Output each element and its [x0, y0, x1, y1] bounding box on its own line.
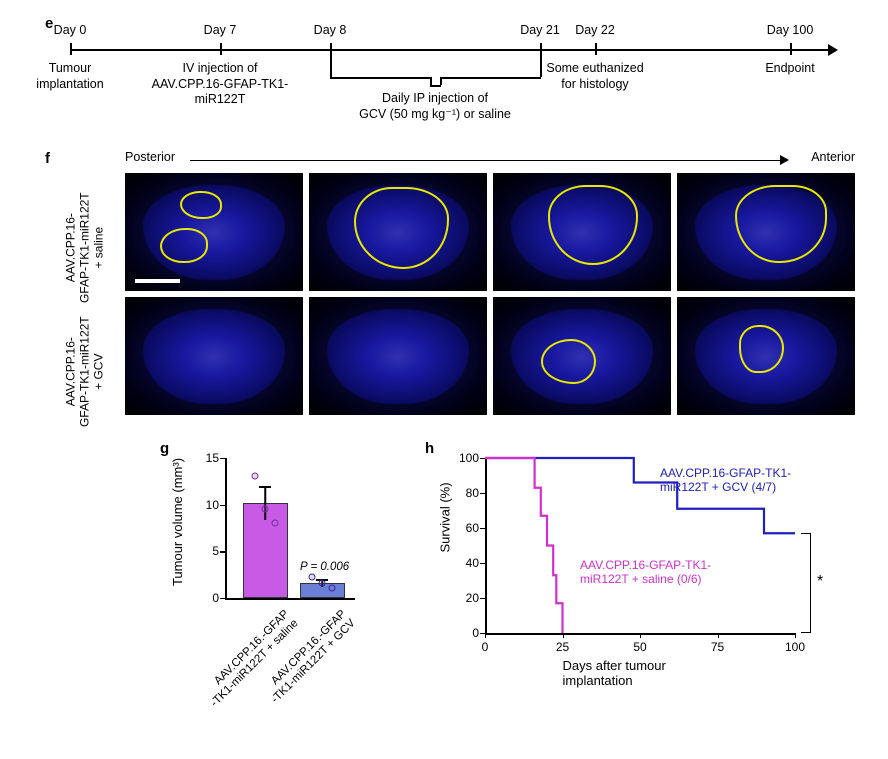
brain-grid: [125, 173, 855, 421]
posterior-anterior-arrowhead: [780, 155, 789, 165]
data-point: [272, 520, 279, 527]
brain-section-image: [309, 297, 487, 415]
timeline-day-label: Day 100: [767, 23, 814, 37]
x-tick-label: 0: [482, 640, 489, 654]
brain-section-image: [125, 297, 303, 415]
anterior-label: Anterior: [811, 150, 855, 164]
x-tick: [563, 633, 564, 638]
y-tick: [220, 598, 225, 599]
y-tick: [220, 458, 225, 459]
data-point: [319, 580, 326, 587]
row-label-gcv: AAV.CPP.16-GFAP-TK1-miR122T+ GCV: [64, 312, 105, 432]
brain-section-image: [309, 173, 487, 291]
data-point: [252, 472, 259, 479]
timeline-day-label: Day 8: [314, 23, 347, 37]
brain-section-image: [677, 297, 855, 415]
data-point: [262, 506, 269, 513]
timeline-tick: [790, 43, 792, 55]
panel-label-g: g: [160, 440, 169, 457]
y-tick-label: 15: [199, 451, 219, 465]
timeline-event-text: Tumourimplantation: [36, 61, 103, 92]
y-tick-label: 5: [199, 544, 219, 558]
panel-label-f: f: [45, 150, 50, 167]
survival-lines: [485, 458, 795, 633]
timeline: Day 0TumourimplantationDay 7IV injection…: [70, 23, 850, 143]
y-tick-label: 20: [451, 591, 479, 605]
y-tick-label: 10: [199, 498, 219, 512]
y-tick: [220, 505, 225, 506]
survival-chart: 0204060801000255075100Days after tumour …: [485, 458, 795, 633]
y-tick: [220, 551, 225, 552]
timeline-tick: [330, 43, 332, 55]
brace-text: Daily IP injection ofGCV (50 mg kg⁻¹) or…: [359, 91, 511, 122]
timeline-day-label: Day 0: [54, 23, 87, 37]
brain-section-image: [493, 297, 671, 415]
p-value-label: P = 0.006: [300, 561, 349, 573]
y-tick-label: 60: [451, 521, 479, 535]
x-tick: [640, 633, 641, 638]
x-tick-label: 100: [785, 640, 805, 654]
timeline-tick: [70, 43, 72, 55]
survival-curve: [485, 458, 795, 533]
timeline-event-text: Some euthanizedfor histology: [546, 61, 643, 92]
tumor-outline: [180, 191, 222, 219]
significance-bracket: [801, 533, 811, 633]
timeline-arrow: [828, 44, 838, 56]
timeline-event-text: Endpoint: [765, 61, 814, 77]
panel-h-survival-curve: h 0204060801000255075100Days after tumou…: [435, 450, 865, 740]
brain-section-image: [125, 173, 303, 291]
x-tick-label: 50: [633, 640, 646, 654]
y-axis: [225, 458, 227, 598]
error-cap: [259, 486, 271, 488]
timeline-tick: [540, 43, 542, 55]
timeline-tick: [595, 43, 597, 55]
y-tick-label: 0: [451, 626, 479, 640]
panel-label-h: h: [425, 440, 434, 457]
brain-section-image: [677, 173, 855, 291]
x-tick: [795, 633, 796, 638]
x-tick: [718, 633, 719, 638]
timeline-day-label: Day 22: [575, 23, 615, 37]
y-axis-label: Survival (%): [438, 482, 453, 552]
brain-row: [125, 297, 855, 415]
x-tick: [485, 633, 486, 638]
x-tick-label: 25: [556, 640, 569, 654]
data-point: [309, 574, 316, 581]
timeline-tick: [220, 43, 222, 55]
bar-chart: 051015AAV.CPP.16.-GFAP-TK1-miR122T + sal…: [225, 458, 355, 598]
y-axis-label: Tumour volume (mm³): [170, 458, 185, 586]
timeline-day-label: Day 7: [204, 23, 237, 37]
panel-g-bar-chart: g 051015AAV.CPP.16.-GFAP-TK1-miR122T + s…: [190, 450, 430, 740]
error-bar: [264, 486, 266, 520]
tumor-outline: [160, 228, 208, 263]
brain-section-image: [493, 173, 671, 291]
posterior-anterior-arrow: [190, 160, 780, 161]
x-tick-label: 75: [711, 640, 724, 654]
timeline-day-label: Day 21: [520, 23, 560, 37]
survival-curve: [485, 458, 563, 633]
significance-star: *: [817, 573, 823, 591]
posterior-label: Posterior: [125, 150, 175, 164]
x-axis: [225, 598, 355, 600]
x-axis-label: Days after tumour implantation: [563, 658, 718, 688]
panel-e-timeline: e Day 0TumourimplantationDay 7IV injecti…: [70, 15, 850, 143]
scale-bar: [135, 279, 180, 283]
data-point: [329, 584, 336, 591]
y-tick-label: 80: [451, 486, 479, 500]
panel-label-e: e: [45, 15, 53, 32]
y-tick-label: 100: [451, 451, 479, 465]
row-label-saline: AAV.CPP.16-GFAP-TK1-miR122T+ saline: [64, 188, 105, 308]
brain-row: [125, 173, 855, 291]
timeline-axis: [70, 49, 830, 51]
timeline-event-text: IV injection ofAAV.CPP.16-GFAP-TK1-miR12…: [152, 61, 289, 108]
y-tick-label: 40: [451, 556, 479, 570]
y-tick-label: 0: [199, 591, 219, 605]
